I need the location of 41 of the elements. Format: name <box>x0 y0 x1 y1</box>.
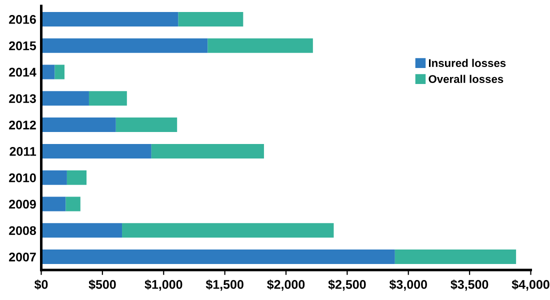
y-tick-label: 2011 <box>10 147 36 156</box>
bar <box>66 170 87 185</box>
bar <box>41 12 178 26</box>
bar <box>54 64 64 80</box>
x-tick-label: $500 <box>88 280 116 290</box>
legend-label: Insured losses <box>429 58 506 68</box>
y-tick-label: 2016 <box>9 15 36 24</box>
bar <box>116 118 178 132</box>
bar <box>41 170 67 185</box>
bar <box>41 223 122 238</box>
bar <box>66 196 80 212</box>
x-tick-label: $4,000 <box>512 280 550 291</box>
y-tick-label: 2014 <box>9 68 36 77</box>
x-tick-label: $3,500 <box>450 280 488 291</box>
y-tick-label: 2012 <box>9 120 36 130</box>
bar <box>394 250 516 264</box>
y-tick-label: 2009 <box>9 200 36 209</box>
bar <box>41 38 208 53</box>
x-tick-label: $1,000 <box>144 280 182 291</box>
bar <box>88 91 127 106</box>
bar <box>178 12 244 26</box>
x-tick-label: $2,000 <box>267 280 305 291</box>
legend-label: Overall losses <box>428 74 504 83</box>
bar <box>151 144 264 158</box>
x-tick-label: $0 <box>34 280 48 290</box>
y-tick-label: 2007 <box>9 252 36 262</box>
bar <box>41 64 55 80</box>
x-tick-label: $1,500 <box>206 280 244 291</box>
bar <box>41 196 66 212</box>
bar <box>41 118 116 132</box>
bar <box>208 38 313 53</box>
y-tick-label: 2015 <box>9 41 36 50</box>
x-tick-label: $3,000 <box>389 280 427 291</box>
bar <box>41 250 395 264</box>
bar <box>41 91 89 106</box>
y-tick-label: 2013 <box>9 94 36 104</box>
x-tick-label: $2,500 <box>328 280 366 291</box>
bar <box>41 144 152 158</box>
y-tick-label: 2010 <box>9 173 36 182</box>
y-tick-label: 2008 <box>9 226 36 236</box>
bar <box>122 223 334 238</box>
